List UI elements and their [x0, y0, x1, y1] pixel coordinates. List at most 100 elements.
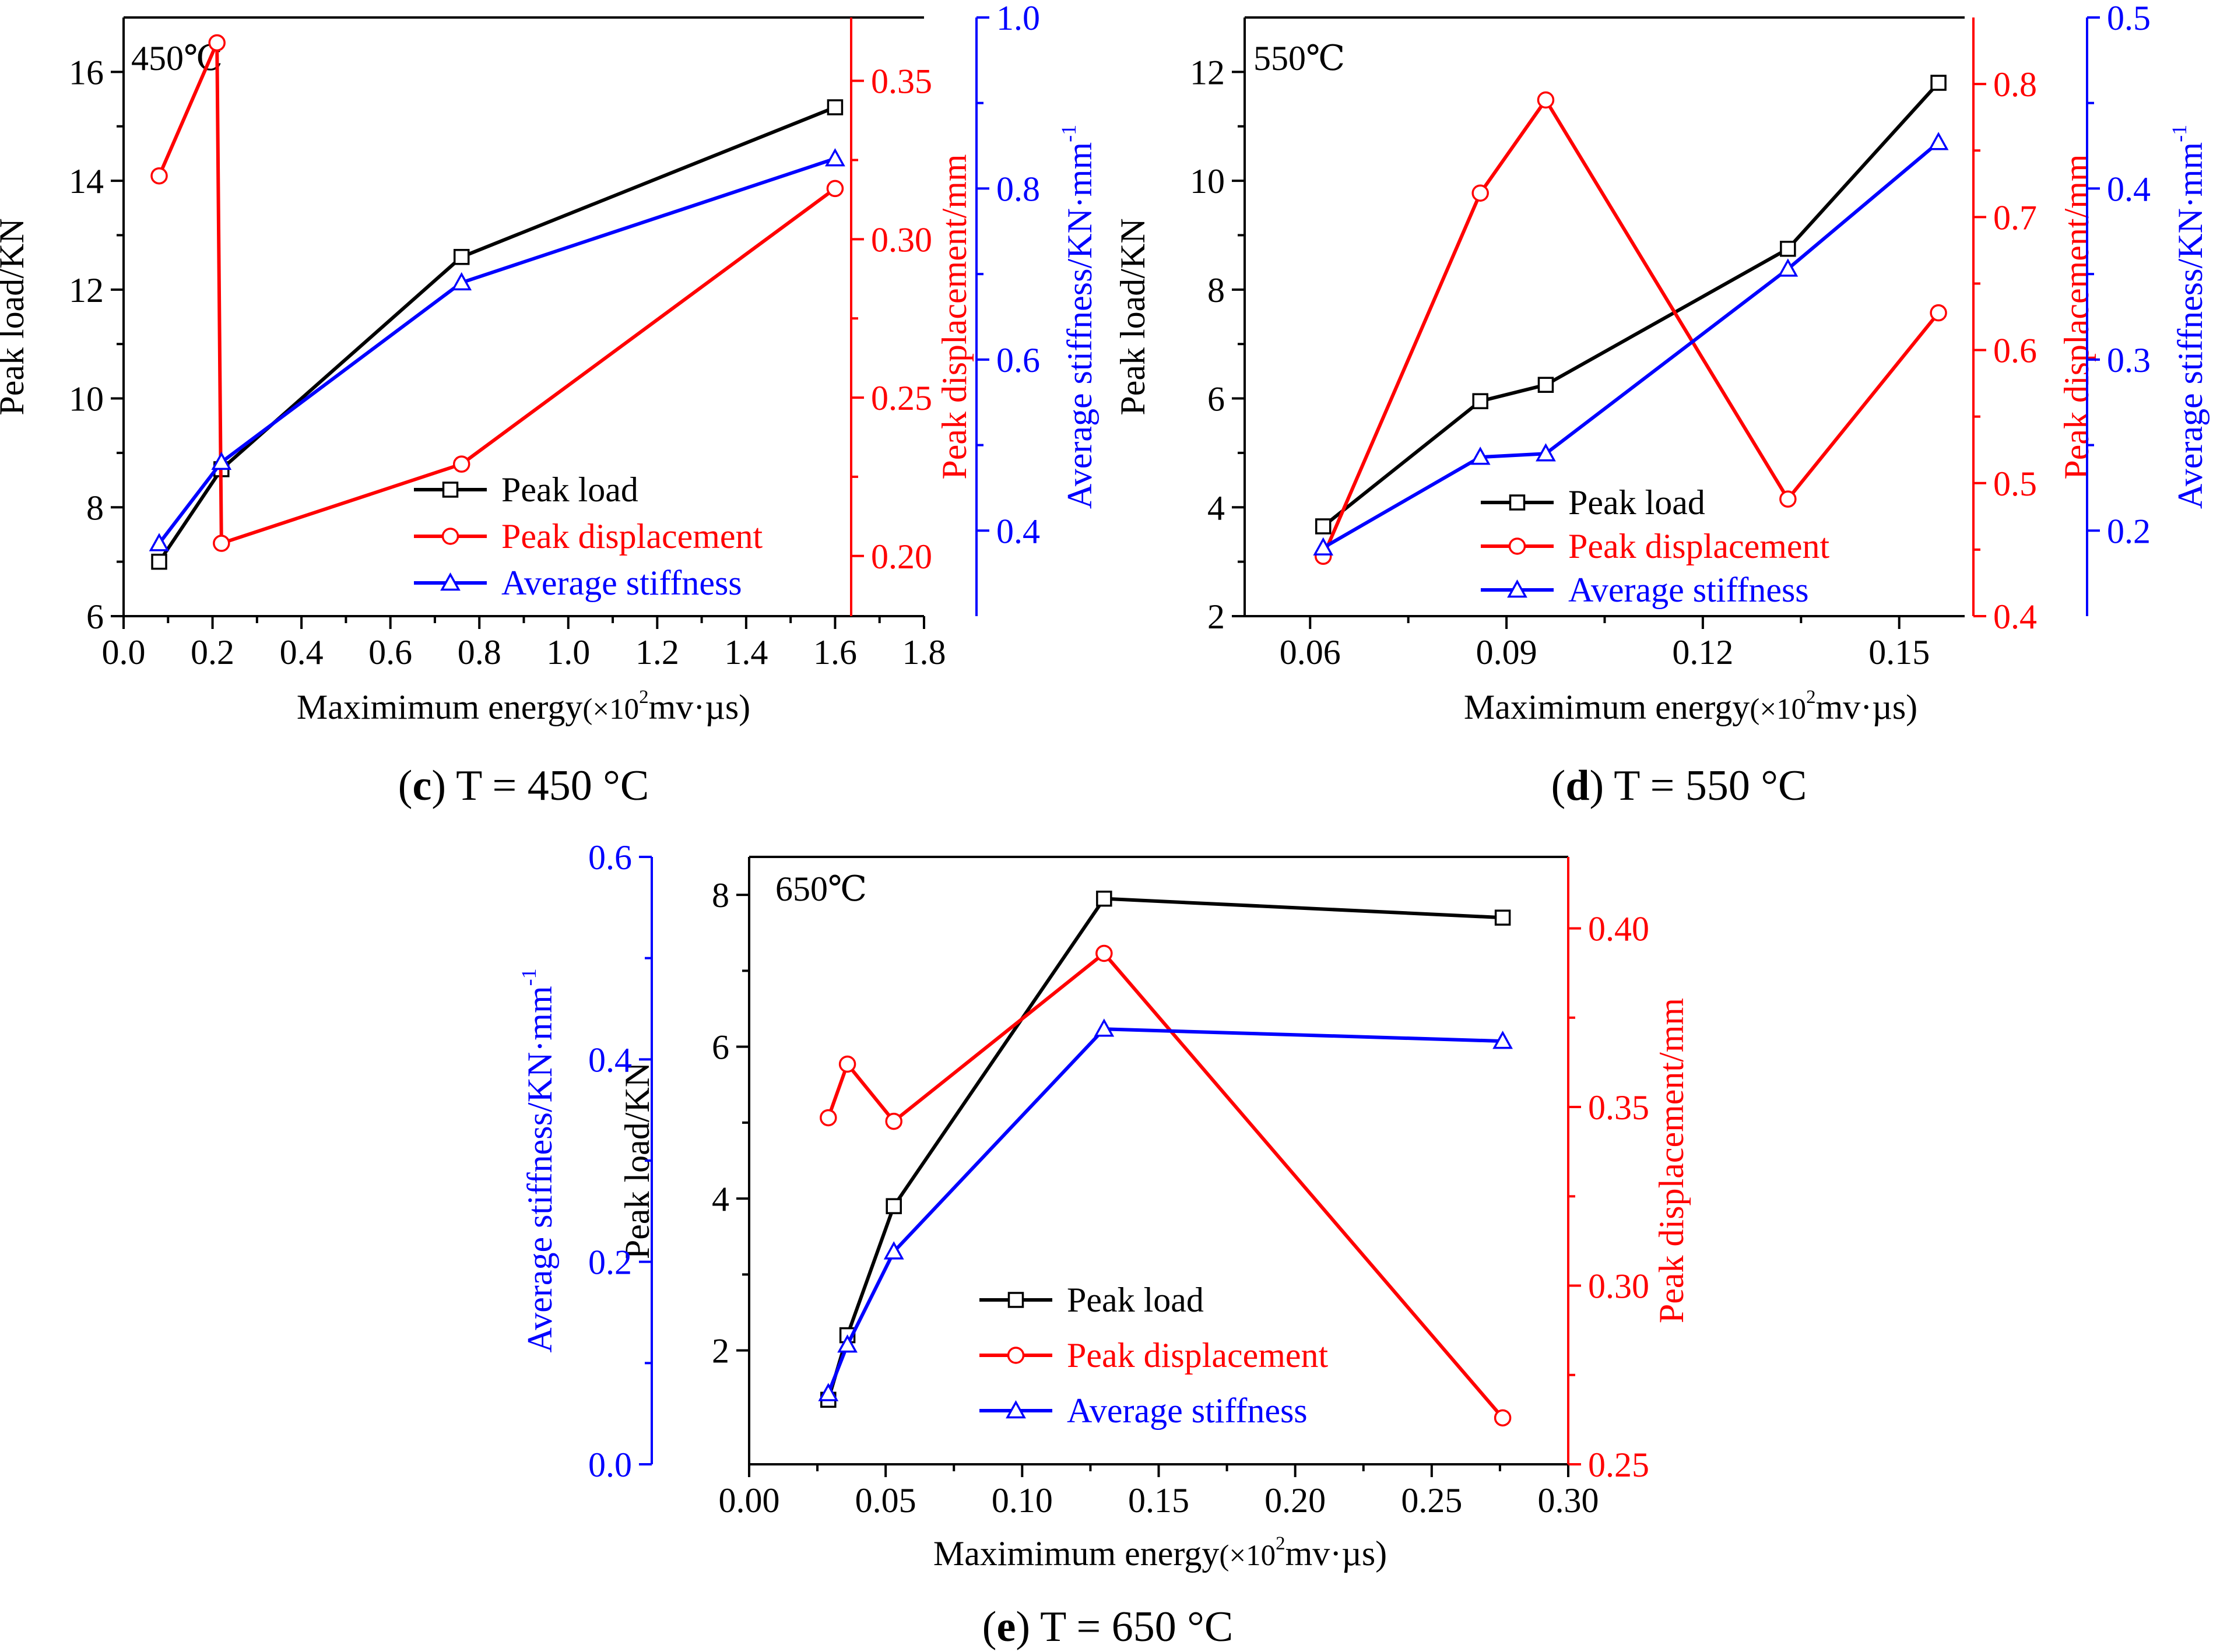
caption-paren: (	[398, 762, 413, 810]
legend-label: Peak load	[501, 470, 638, 509]
temperature-annotation: 450℃	[131, 39, 223, 78]
data-point	[1928, 132, 1949, 150]
x-tick-label: 0.15	[1868, 633, 1930, 672]
temperature-annotation: 650℃	[775, 870, 867, 908]
data-point	[151, 553, 167, 570]
x-tick-label: 0.30	[1538, 1481, 1599, 1520]
caption-text: T = 450 °C	[446, 762, 649, 810]
x-axis-title-sup: 2	[639, 687, 649, 708]
y-tick-label: 0.8	[1993, 65, 2037, 104]
axis-title-text: Peak displacement/mm	[1652, 998, 1691, 1323]
series-line	[157, 41, 837, 546]
series-peak-load	[1315, 75, 1947, 535]
legend-marker	[442, 481, 459, 498]
series-peak-displacement	[1314, 91, 1947, 565]
series-peak-displacement	[820, 944, 1512, 1427]
x-axis-title: Maximimum energy(×102mv·µs)	[297, 687, 750, 726]
legend: Peak load Peak displacement Average stiffn…	[414, 470, 763, 602]
x-tick-label: 0.4	[280, 633, 324, 672]
y-tick-label: 0.6	[996, 341, 1040, 379]
y-tick-label: 0.8	[996, 170, 1040, 208]
series-average-stiffness	[1313, 132, 1949, 556]
y-tick-label: 0.35	[1588, 1088, 1649, 1127]
data-point	[150, 167, 168, 185]
series-line	[157, 106, 836, 563]
x-tick-label: 1.6	[813, 633, 857, 672]
axis-title-text: Average stiffness/KN·mm	[521, 986, 559, 1352]
x-tick-label: 0.09	[1476, 633, 1537, 672]
y-tick-label: 6	[86, 597, 104, 636]
data-point	[885, 1112, 902, 1130]
y-tick-label: 0.3	[2107, 341, 2151, 379]
x-tick-label: 0.8	[458, 633, 501, 672]
x-tick-label: 1.4	[724, 633, 768, 672]
data-point	[1778, 258, 1799, 277]
series-line	[1322, 82, 1940, 528]
axis-title-right-0: Peak displacement/mm	[935, 154, 974, 479]
x-tick-label: 1.2	[635, 633, 679, 672]
data-point	[1930, 304, 1947, 322]
y-tick-label: 0.30	[1588, 1267, 1649, 1306]
y-tick-label: 4	[1207, 488, 1225, 527]
legend-label: Peak load	[1067, 1281, 1204, 1319]
data-point	[838, 1055, 856, 1073]
axis-title-left-0: Peak load/KN	[0, 218, 31, 415]
series-average-stiffness	[149, 148, 845, 551]
axis-title-right-1: Average stiffness/KN·mm-1	[1057, 125, 1099, 509]
y-tick-label: 0.35	[871, 62, 932, 101]
legend-marker	[1507, 579, 1527, 598]
x-axis-title-paren: (×10	[1219, 1539, 1276, 1572]
data-point	[1472, 393, 1488, 409]
y-tick-label: 0.4	[588, 1041, 632, 1079]
y-tick-label: 0.25	[1588, 1446, 1649, 1484]
axis-title-left-0: Peak load/KN	[1113, 218, 1152, 415]
series-peak-displacement	[150, 34, 844, 552]
series-line	[826, 897, 1503, 1401]
caption-paren: )	[431, 762, 446, 810]
y-tick-label: 10	[1190, 162, 1225, 201]
x-tick-label: 0.10	[992, 1481, 1053, 1520]
y-tick-label: 0.25	[871, 379, 932, 417]
x-axis-title-main: Maximimum energy	[297, 688, 583, 726]
caption-paren: )	[1016, 1603, 1030, 1651]
axis-title-text: Average stiffness/KN·mm	[1060, 142, 1099, 509]
axis-title-sup: -1	[2168, 125, 2191, 142]
y-tick-label: 0.20	[871, 537, 932, 576]
data-point	[1094, 1018, 1115, 1037]
y-tick-label: 6	[712, 1028, 729, 1067]
caption-letter: c	[412, 762, 431, 810]
data-point	[1536, 443, 1556, 462]
axis-title-right-0: Peak displacement/mm	[2057, 154, 2096, 479]
series-line	[157, 157, 836, 545]
y-tick-label: 0.2	[2107, 512, 2151, 550]
y-tick-label: 12	[69, 271, 104, 310]
x-tick-label: 0.2	[191, 633, 234, 672]
y-tick-label: 0.4	[1993, 597, 2037, 636]
series-peak-load	[820, 890, 1511, 1408]
caption-letter: e	[996, 1603, 1016, 1651]
data-point	[825, 148, 845, 167]
y-tick-label: 4	[712, 1180, 729, 1218]
x-tick-label: 0.20	[1264, 1481, 1326, 1520]
data-point	[149, 533, 170, 551]
y-tick-label: 0.40	[1588, 910, 1649, 948]
panel-caption: (e) T = 650 °C	[982, 1603, 1233, 1651]
data-point	[886, 1198, 902, 1214]
y-tick-label: 1.0	[996, 0, 1040, 37]
x-tick-label: 1.8	[902, 633, 946, 672]
data-point	[883, 1241, 904, 1260]
y-tick-label: 14	[69, 162, 104, 201]
x-tick-label: 0.15	[1128, 1481, 1189, 1520]
data-point	[452, 455, 470, 473]
caption-text: T = 550 °C	[1604, 762, 1807, 810]
y-tick-label: 6	[1207, 380, 1225, 419]
data-point	[1930, 75, 1947, 91]
legend-label: Average stiffness	[1568, 571, 1809, 609]
legend-label: Peak displacement	[1067, 1336, 1329, 1375]
data-point	[1313, 537, 1334, 556]
y-tick-label: 16	[69, 53, 104, 92]
y-tick-label: 0.4	[2107, 170, 2151, 208]
y-tick-label: 8	[86, 488, 104, 527]
